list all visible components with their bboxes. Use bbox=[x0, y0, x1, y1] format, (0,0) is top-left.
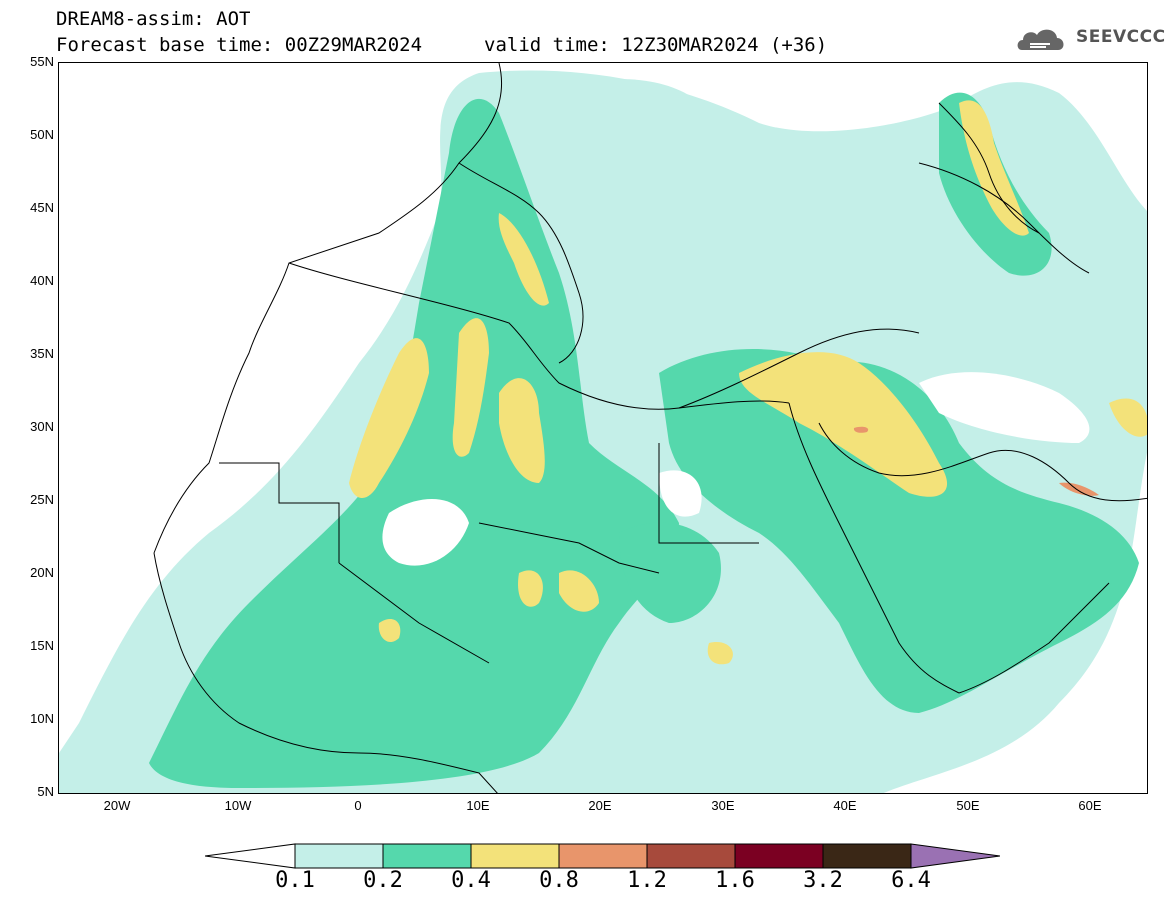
cloud-icon bbox=[1017, 29, 1064, 50]
colorbar-above bbox=[910, 843, 1000, 869]
colorbar-label-0-8: 0.8 bbox=[539, 868, 579, 893]
map-title: DREAM8-assim: AOT bbox=[56, 8, 251, 30]
lat-label-45n: 45N bbox=[30, 200, 54, 215]
lon-label-50e: 50E bbox=[956, 798, 980, 813]
valid-time: valid time: 12Z30MAR2024 (+36) bbox=[484, 34, 828, 56]
colorbar-label-1-6: 1.6 bbox=[715, 868, 755, 893]
lat-label-50n: 50N bbox=[30, 127, 54, 142]
colorbar-label-0-2: 0.2 bbox=[363, 868, 403, 893]
lon-label-10e: 10E bbox=[466, 798, 490, 813]
colorbar-label-0-1: 0.1 bbox=[275, 868, 315, 893]
lon-label-20w: 20W bbox=[103, 798, 131, 813]
lat-label-55n: 55N bbox=[30, 54, 54, 69]
colorbar-bin-2 bbox=[382, 843, 472, 869]
lat-label-20n: 20N bbox=[30, 565, 54, 580]
lat-label-25n: 25N bbox=[30, 492, 54, 507]
map-canvas bbox=[59, 63, 1147, 793]
lon-label-40e: 40E bbox=[833, 798, 857, 813]
lon-label-0: 0 bbox=[354, 798, 362, 813]
logo-text: SEEVCCC bbox=[1076, 27, 1165, 47]
lat-label-35n: 35N bbox=[30, 346, 54, 361]
lat-label-10n: 10N bbox=[30, 711, 54, 726]
lat-label-5n: 5N bbox=[37, 784, 54, 799]
colorbar-bin-4 bbox=[558, 843, 648, 869]
lon-label-20e: 20E bbox=[588, 798, 612, 813]
lat-label-15n: 15N bbox=[30, 638, 54, 653]
forecast-base-time: Forecast base time: 00Z29MAR2024 bbox=[56, 34, 423, 56]
aot-layer-0-4 bbox=[349, 100, 1147, 665]
colorbar bbox=[205, 843, 1000, 869]
coastlines-borders bbox=[153, 63, 1147, 793]
lon-label-60e: 60E bbox=[1078, 798, 1102, 813]
colorbar-bin-6 bbox=[734, 843, 824, 869]
colorbar-label-1-2: 1.2 bbox=[627, 868, 667, 893]
colorbar-bin-5 bbox=[646, 843, 736, 869]
colorbar-bin-3 bbox=[470, 843, 560, 869]
lon-label-10w: 10W bbox=[224, 798, 252, 813]
colorbar-label-3-2: 3.2 bbox=[803, 868, 843, 893]
colorbar-bin-7 bbox=[822, 843, 912, 869]
lon-label-30e: 30E bbox=[711, 798, 735, 813]
colorbar-bin-1 bbox=[294, 843, 384, 869]
colorbar-below bbox=[205, 843, 296, 869]
aot-layer-0-8 bbox=[853, 426, 1099, 496]
aot-map bbox=[58, 62, 1148, 794]
lat-label-30n: 30N bbox=[30, 419, 54, 434]
colorbar-label-6-4: 6.4 bbox=[891, 868, 931, 893]
colorbar-label-0-4: 0.4 bbox=[451, 868, 491, 893]
lat-label-40n: 40N bbox=[30, 273, 54, 288]
clear-areas bbox=[382, 372, 1090, 566]
